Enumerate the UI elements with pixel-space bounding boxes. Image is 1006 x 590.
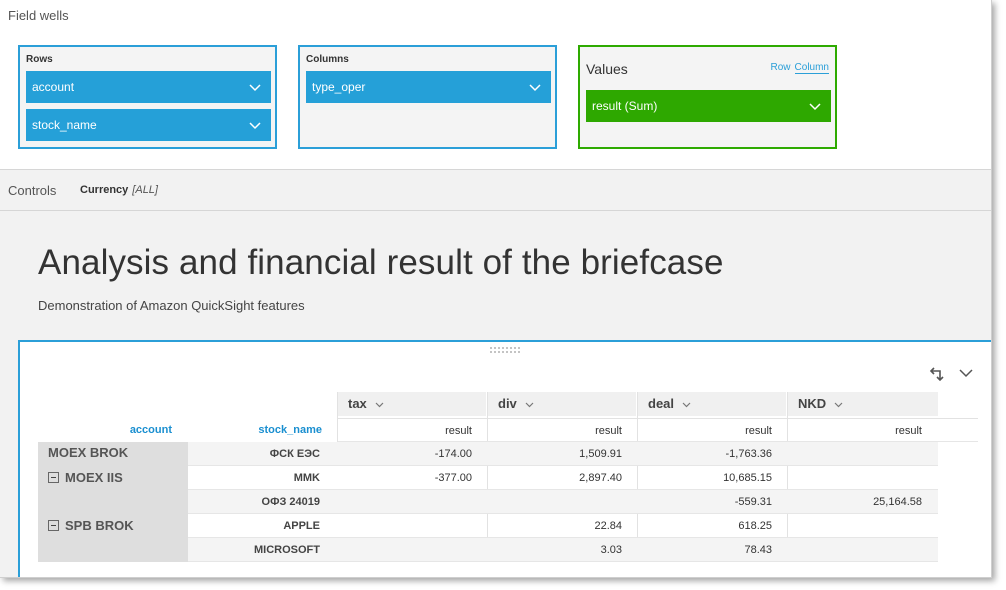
- currency-control-value: [ALL]: [132, 184, 158, 196]
- swap-rows-columns-icon[interactable]: [928, 366, 946, 384]
- chevron-down-icon[interactable]: [249, 119, 261, 131]
- column-header-nkd-label: NKD: [798, 396, 827, 411]
- columns-well[interactable]: Columns type_oper: [298, 45, 557, 149]
- app-window: Field wells Rows account stock_name Colu…: [0, 0, 992, 578]
- column-header-div-label: div: [498, 396, 517, 411]
- chevron-down-icon[interactable]: [249, 81, 261, 93]
- controls-title[interactable]: Controls: [8, 183, 57, 198]
- stock-cell[interactable]: ФСК ЕЭС: [188, 442, 338, 466]
- columns-well-label: Columns: [306, 54, 349, 65]
- rows-field-stock-name[interactable]: stock_name: [26, 109, 271, 141]
- values-field-result-sum[interactable]: result (Sum): [586, 90, 831, 122]
- grid-line: [487, 392, 488, 562]
- value-cell[interactable]: -174.00: [338, 442, 488, 466]
- value-cell[interactable]: 10,685.15: [638, 466, 788, 490]
- rows-well-label: Rows: [26, 54, 53, 65]
- column-header-tax-label: tax: [348, 396, 367, 411]
- values-orientation-toggle: Row Column: [767, 62, 829, 74]
- sheet-subtitle: Demonstration of Amazon QuickSight featu…: [38, 298, 305, 313]
- value-cell[interactable]: [788, 466, 938, 490]
- value-cell[interactable]: 1,509.91: [488, 442, 638, 466]
- value-cell[interactable]: [338, 538, 488, 562]
- value-cell[interactable]: 618.25: [638, 514, 788, 538]
- collapse-icon[interactable]: [48, 520, 59, 531]
- values-well-label: Values: [586, 61, 628, 77]
- values-field-result-sum-label: result (Sum): [592, 99, 658, 113]
- measure-header-result: result: [788, 418, 978, 442]
- visual-menu-chevron-icon[interactable]: [958, 366, 974, 380]
- measure-header-result: result: [488, 418, 638, 442]
- values-well[interactable]: Values Row Column result (Sum): [578, 45, 837, 149]
- value-cell[interactable]: -377.00: [338, 466, 488, 490]
- controls-bar: Controls Currency [ALL]: [0, 170, 991, 211]
- value-cell[interactable]: 78.43: [638, 538, 788, 562]
- row-background: [338, 442, 938, 466]
- chevron-down-icon[interactable]: [809, 100, 821, 112]
- value-cell[interactable]: -559.31: [638, 490, 788, 514]
- column-header-tax[interactable]: tax: [338, 392, 486, 416]
- account-cell-moex-iis[interactable]: MOEX IIS: [38, 466, 188, 514]
- row-header-stock-name[interactable]: stock_name: [258, 424, 322, 436]
- columns-field-type-oper-label: type_oper: [312, 80, 366, 94]
- value-cell[interactable]: [488, 490, 638, 514]
- value-cell[interactable]: 25,164.58: [788, 490, 938, 514]
- stock-cell[interactable]: MMK: [188, 466, 338, 490]
- account-label: MOEX IIS: [65, 470, 123, 485]
- field-wells-title: Field wells: [8, 8, 69, 23]
- account-label: MOEX BROK: [48, 445, 129, 460]
- measure-header-result: result: [338, 418, 488, 442]
- column-header-deal[interactable]: deal: [638, 392, 786, 416]
- column-header-nkd[interactable]: NKD: [788, 392, 938, 416]
- chevron-down-icon[interactable]: [529, 81, 541, 93]
- chevron-down-icon[interactable]: [375, 393, 384, 417]
- rows-well[interactable]: Rows account stock_name: [18, 45, 277, 149]
- value-cell[interactable]: 3.03: [488, 538, 638, 562]
- value-cell[interactable]: [788, 514, 938, 538]
- drag-handle-icon[interactable]: [490, 346, 522, 354]
- row-header-account[interactable]: account: [129, 424, 172, 436]
- rows-field-stock-name-label: stock_name: [32, 118, 97, 132]
- value-cell[interactable]: -1,763.36: [638, 442, 788, 466]
- column-link[interactable]: Column: [794, 62, 829, 74]
- field-wells-panel: Field wells Rows account stock_name Colu…: [0, 0, 991, 170]
- pivot-table: tax div deal NKD account stock_name resu…: [38, 392, 978, 572]
- collapse-icon[interactable]: [48, 472, 59, 483]
- grid-line: [787, 392, 788, 562]
- value-cell[interactable]: 2,897.40: [488, 466, 638, 490]
- row-background: [338, 538, 938, 562]
- value-cell[interactable]: [788, 538, 938, 562]
- chevron-down-icon[interactable]: [834, 393, 843, 417]
- rows-field-account-label: account: [32, 80, 75, 94]
- account-label: SPB BROK: [65, 518, 134, 533]
- value-cell[interactable]: 22.84: [488, 514, 638, 538]
- currency-control-label: Currency: [80, 184, 129, 196]
- columns-field-type-oper[interactable]: type_oper: [306, 71, 551, 103]
- rows-field-account[interactable]: account: [26, 71, 271, 103]
- column-header-deal-label: deal: [648, 396, 675, 411]
- sheet-title: Analysis and financial result of the bri…: [38, 243, 724, 282]
- value-cell[interactable]: [788, 442, 938, 466]
- stock-cell[interactable]: ОФЗ 24019: [188, 490, 338, 514]
- row-link[interactable]: Row: [770, 62, 791, 73]
- account-cell-spb-brok[interactable]: SPB BROK: [38, 514, 188, 562]
- account-cell-moex-brok[interactable]: MOEX BROK: [38, 442, 188, 466]
- stock-cell[interactable]: MICROSOFT: [188, 538, 338, 562]
- grid-line: [637, 392, 638, 562]
- measure-header-result: result: [638, 418, 788, 442]
- row-background: [338, 490, 938, 514]
- chevron-down-icon[interactable]: [682, 393, 691, 417]
- chevron-down-icon[interactable]: [525, 393, 534, 417]
- value-cell[interactable]: [338, 490, 488, 514]
- column-header-div[interactable]: div: [488, 392, 636, 416]
- currency-control[interactable]: Currency [ALL]: [80, 184, 158, 196]
- value-cell[interactable]: [338, 514, 488, 538]
- pivot-table-visual[interactable]: tax div deal NKD account stock_name resu…: [18, 340, 991, 577]
- stock-cell[interactable]: APPLE: [188, 514, 338, 538]
